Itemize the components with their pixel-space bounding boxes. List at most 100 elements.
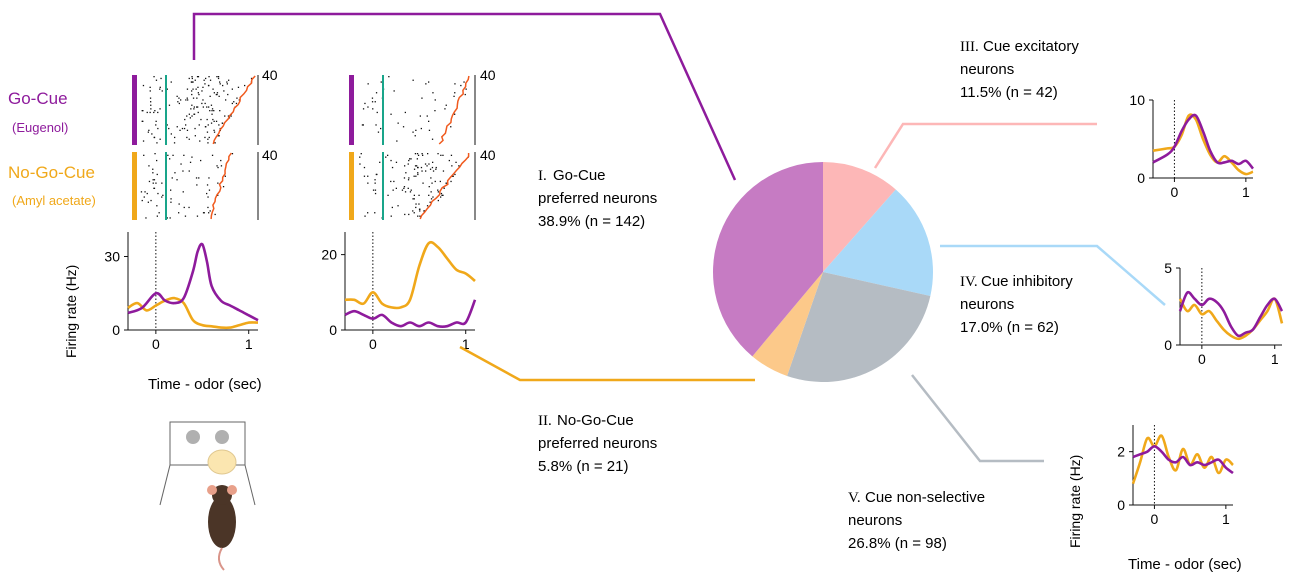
spike-tick (196, 97, 198, 99)
spike-tick (372, 189, 375, 191)
x-tick-label: 0 (369, 336, 377, 352)
pie-slice (787, 272, 931, 382)
spike-tick (392, 189, 394, 191)
spike-tick (191, 104, 193, 106)
spike-tick (235, 102, 238, 105)
spike-tick (367, 212, 369, 214)
spike-tick (150, 199, 152, 202)
spike-tick (194, 79, 196, 81)
spike-tick (233, 101, 235, 103)
spike-tick (435, 166, 437, 169)
spike-tick (159, 108, 161, 110)
trial-type-bar (349, 75, 354, 145)
spike-tick (419, 115, 421, 117)
x-tick-label: 1 (1271, 351, 1279, 367)
spike-tick (360, 153, 362, 155)
spike-tick (431, 166, 434, 169)
lick-onset-curve (438, 75, 470, 145)
y-tick-label: 10 (1129, 92, 1145, 108)
spike-tick (161, 90, 163, 92)
spike-tick (224, 115, 226, 117)
spike-tick (166, 124, 168, 126)
spike-tick (149, 90, 151, 92)
spike-tick (218, 135, 220, 137)
y-tick-label: 0 (112, 322, 120, 338)
spike-tick (155, 182, 157, 184)
connector-nonsel (911, 374, 1044, 463)
spike-tick (217, 76, 220, 78)
spike-tick (226, 81, 228, 83)
trial-count-label: 40 (480, 147, 496, 163)
spike-tick (191, 76, 193, 78)
spike-tick (225, 99, 227, 101)
spike-tick (237, 86, 240, 88)
spike-tick (157, 111, 159, 114)
spike-tick (432, 170, 435, 172)
spike-tick (414, 135, 416, 137)
spike-tick (250, 77, 253, 80)
spike-tick (162, 194, 164, 196)
category-name: Cue inhibitory (981, 273, 1073, 290)
raster-plots (132, 75, 476, 220)
spike-tick (161, 196, 163, 198)
spike-tick (167, 154, 169, 156)
spike-tick (149, 111, 151, 114)
nogo-cue-label: No-Go-Cue (8, 163, 95, 182)
spike-tick (397, 205, 399, 207)
spike-tick (186, 129, 189, 131)
spike-tick (148, 129, 150, 131)
spike-tick (185, 124, 187, 126)
spike-tick (460, 84, 462, 87)
spike-tick (198, 93, 200, 96)
spike-tick (364, 215, 366, 217)
spike-tick (390, 159, 392, 162)
spike-tick (143, 196, 145, 198)
spike-tick (149, 97, 152, 99)
spike-tick (437, 153, 439, 155)
spike-tick (217, 166, 219, 169)
spike-tick (367, 106, 369, 108)
spike-tick (203, 212, 205, 214)
spike-tick (380, 81, 382, 83)
spike-tick (160, 77, 162, 80)
x-tick-label: 0 (1151, 511, 1159, 527)
spike-tick (209, 79, 212, 81)
y-tick-label: 0 (1137, 170, 1145, 186)
connector-go (192, 12, 737, 181)
lick-onset-curve (210, 152, 233, 220)
spike-tick (359, 156, 361, 158)
spike-tick (374, 212, 376, 214)
spike-tick (417, 173, 419, 176)
y-tick-label: 30 (104, 249, 120, 265)
spike-tick (157, 192, 159, 195)
x-tick-label: 1 (462, 336, 470, 352)
spike-tick (172, 154, 174, 156)
spike-tick (202, 86, 204, 88)
spike-tick (213, 92, 215, 94)
spike-tick (216, 165, 218, 167)
category-name: No-Go-Cue (557, 412, 634, 429)
spike-tick (387, 194, 389, 196)
spike-tick (197, 106, 199, 108)
spike-tick (415, 175, 417, 177)
spike-tick (188, 113, 190, 115)
spike-tick (170, 133, 172, 135)
spike-tick (188, 77, 190, 80)
category-nonsel: V. Cue non-selective neurons 26.8% (n = … (848, 489, 985, 552)
spike-tick (218, 95, 220, 97)
spike-tick (363, 175, 366, 177)
spike-tick (421, 170, 423, 172)
spike-tick (434, 99, 436, 101)
spike-tick (156, 205, 158, 207)
go-series-line (1178, 290, 1284, 338)
spike-tick (413, 212, 415, 214)
spike-tick (422, 182, 424, 184)
spike-tick (434, 110, 436, 112)
spike-tick (195, 88, 197, 90)
spike-tick (181, 127, 184, 130)
spike-tick (416, 153, 419, 155)
spike-tick (141, 120, 143, 122)
spike-tick (191, 90, 193, 92)
odor-port-icon (186, 430, 200, 444)
spike-tick (174, 172, 176, 174)
